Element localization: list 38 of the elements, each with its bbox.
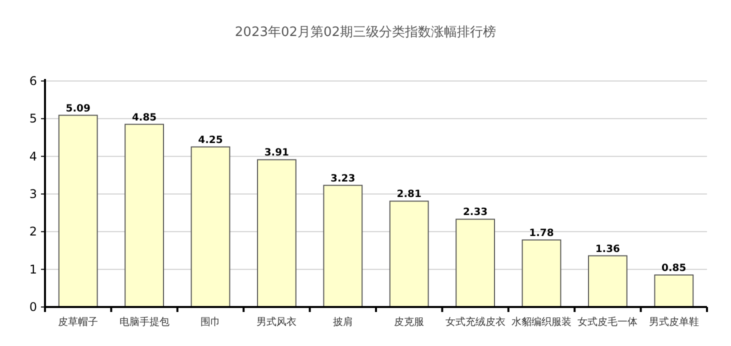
y-tick-label: 6 <box>29 74 37 88</box>
x-tick-label: 披肩 <box>332 316 353 328</box>
data-label: 2.33 <box>462 207 488 218</box>
x-tick-label: 男式皮单鞋 <box>648 316 699 328</box>
bar <box>456 218 495 308</box>
data-label: 4.85 <box>132 112 157 124</box>
bar <box>389 200 429 308</box>
x-tick-label: 皮克服 <box>394 316 424 328</box>
bar <box>522 239 562 308</box>
data-label: 1.36 <box>595 244 620 255</box>
data-label: 5.09 <box>66 103 90 114</box>
bar <box>58 114 98 308</box>
bar <box>654 274 694 308</box>
y-tick-label: 1 <box>29 262 37 276</box>
x-tick-label: 皮草帽子 <box>58 316 98 328</box>
data-label: 2.81 <box>396 189 422 200</box>
x-tick-label: 女式皮毛一体 <box>578 316 638 328</box>
y-tick-label: 3 <box>29 187 37 201</box>
y-tick-label: 4 <box>29 149 37 164</box>
data-label: 4.25 <box>198 134 223 146</box>
x-tick-label: 女式充绒皮衣 <box>445 316 506 328</box>
bar <box>124 124 164 308</box>
bar <box>588 255 628 308</box>
bar <box>190 146 230 308</box>
x-tick-label: 水貂编织服装 <box>512 316 572 328</box>
bar <box>323 184 363 308</box>
y-tick-label: 2 <box>29 224 37 239</box>
bar <box>257 159 296 308</box>
y-tick-label: 5 <box>29 112 37 126</box>
y-tick-label: 0 <box>29 300 37 314</box>
x-tick-label: 围巾 <box>200 316 220 328</box>
data-label: 3.91 <box>264 148 290 159</box>
data-label: 1.78 <box>529 228 554 239</box>
chart-title: 2023年02月第02期三级分类指数涨幅排行榜 <box>234 25 496 40</box>
x-tick-label: 电脑手提包 <box>119 316 170 328</box>
x-tick-label: 男式风衣 <box>256 316 297 328</box>
data-label: 3.23 <box>330 173 356 184</box>
data-label: 0.85 <box>662 262 686 274</box>
